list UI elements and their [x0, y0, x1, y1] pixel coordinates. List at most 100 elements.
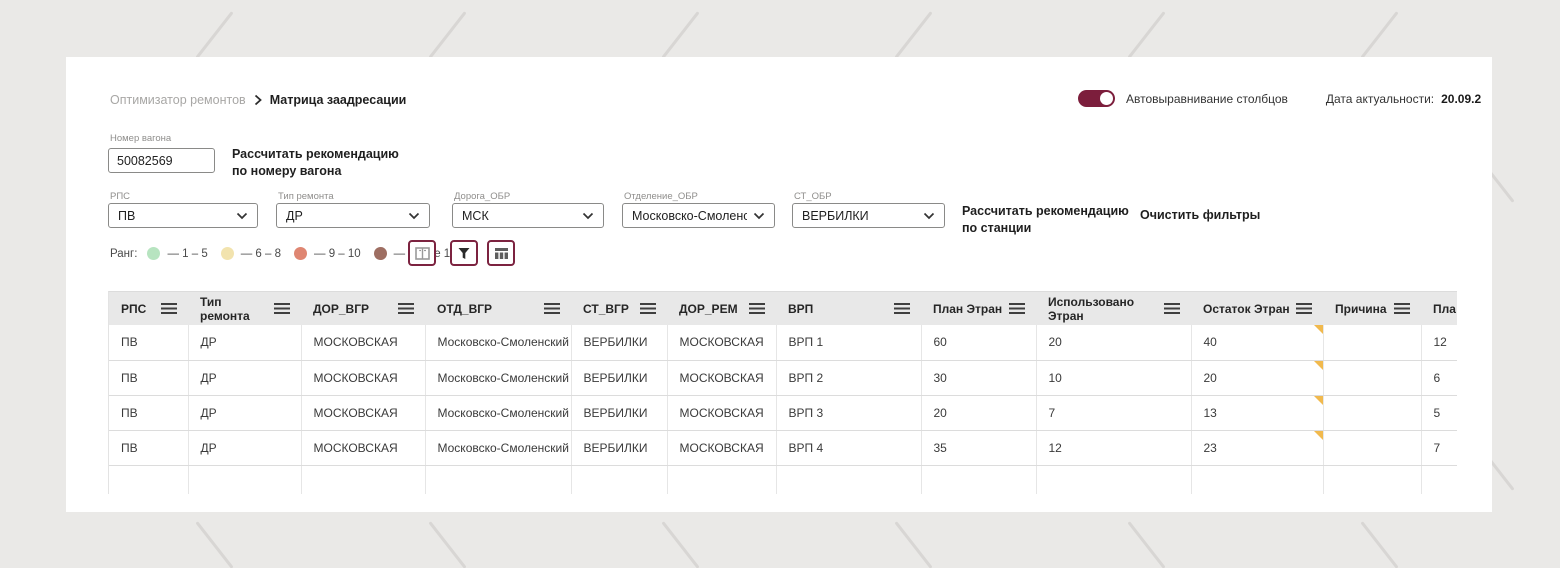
column-label: ВРП: [788, 301, 814, 316]
filter-division-obr-label: Отделение_ОБР: [624, 191, 698, 202]
calc-by-wagon-button[interactable]: Рассчитать рекомендацию по номеру вагона: [232, 146, 399, 180]
cell-repair-type: ДР: [188, 395, 302, 431]
legend-item-label: — 1 – 5: [167, 247, 208, 260]
rps-select[interactable]: ПВ: [108, 203, 258, 228]
calc-by-station-button[interactable]: Рассчитать рекомендацию по станции: [962, 203, 1129, 237]
column-menu-icon[interactable]: [161, 303, 177, 314]
cell-rest-etran: 20: [1191, 360, 1324, 396]
division-obr-select[interactable]: Московско-Смоленский: [622, 203, 775, 228]
cell-dor-rem: МОСКОВСКАЯ: [667, 395, 777, 431]
calc-by-wagon-line2: по номеру вагона: [232, 164, 342, 178]
cell-otd-vgr: Московско-Смоленский: [425, 395, 572, 431]
column-menu-icon[interactable]: [749, 303, 765, 314]
cell-otd-vgr: Московско-Смоленский: [425, 430, 572, 466]
table-row[interactable]: ПВ ДР МОСКОВСКАЯ Московско-Смоленский ВЕ…: [109, 360, 1457, 396]
cell-rps: ПВ: [109, 360, 189, 396]
column-header-rps[interactable]: РПС: [109, 302, 188, 316]
column-header-st-vgr[interactable]: СТ_ВГР: [571, 302, 667, 316]
clear-filters-button[interactable]: Очистить фильтры: [1140, 208, 1261, 222]
column-label: ОТД_ВГР: [437, 301, 493, 316]
topbar-controls: Автовыравнивание столбцов Дата актуально…: [1078, 90, 1481, 107]
column-header-vrp[interactable]: ВРП: [776, 302, 921, 316]
table-empty-row: [109, 465, 1457, 494]
table-row[interactable]: ПВ ДР МОСКОВСКАЯ Московско-Смоленский ВЕ…: [109, 325, 1457, 361]
columns-view-button[interactable]: [408, 240, 436, 266]
table-columns-button[interactable]: [487, 240, 515, 266]
calc-by-wagon-line1: Рассчитать рекомендацию: [232, 147, 399, 161]
column-menu-icon[interactable]: [1009, 303, 1025, 314]
wagon-number-input[interactable]: [108, 148, 215, 173]
column-header-plan-etran[interactable]: План Этран: [921, 302, 1036, 316]
cell-rps: ПВ: [109, 430, 189, 466]
chevron-down-icon: [917, 212, 935, 220]
column-label: Причина: [1335, 301, 1387, 316]
column-header-used-etran[interactable]: Использовано Этран: [1036, 295, 1191, 323]
table-columns-icon: [494, 247, 509, 260]
column-label: СТ_ВГР: [583, 301, 629, 316]
column-menu-icon[interactable]: [640, 303, 656, 314]
cell-reason: [1323, 395, 1422, 431]
column-header-rest-etran[interactable]: Остаток Этран: [1191, 302, 1323, 316]
table-row[interactable]: ПВ ДР МОСКОВСКАЯ Московско-Смоленский ВЕ…: [109, 395, 1457, 431]
data-actuality-label: Дата актуальности:: [1325, 91, 1435, 106]
column-header-repair-type[interactable]: Тип ремонта: [188, 295, 301, 323]
road-obr-select[interactable]: МСК: [452, 203, 604, 228]
breadcrumb: Оптимизатор ремонтов Матрица заадресации: [110, 93, 406, 107]
column-label: План Этран: [933, 301, 1003, 316]
column-menu-icon[interactable]: [398, 303, 414, 314]
column-label: Пла: [1433, 301, 1456, 316]
cell-plan-etran: 60: [921, 325, 1037, 361]
cell-used-etran: 20: [1036, 325, 1192, 361]
cell-pla: 12: [1421, 325, 1457, 361]
filter-st-obr-label: СТ_ОБР: [794, 191, 832, 202]
legend-item-label: — 9 – 10: [314, 247, 361, 260]
cell-used-etran: 10: [1036, 360, 1192, 396]
column-header-reason[interactable]: Причина: [1323, 302, 1421, 316]
cell-used-etran: 12: [1036, 430, 1192, 466]
auto-align-columns-toggle[interactable]: [1078, 90, 1115, 107]
column-label: Использовано Этран: [1048, 294, 1135, 323]
st-obr-select[interactable]: ВЕРБИЛКИ: [792, 203, 945, 228]
column-menu-icon[interactable]: [894, 303, 910, 314]
table-header-row: РПС Тип ремонта ДОР_ВГР ОТД_ВГР СТ_ВГР Д…: [109, 292, 1457, 325]
column-menu-icon[interactable]: [274, 303, 290, 314]
wagon-number-label: Номер вагона: [110, 133, 172, 144]
calc-by-station-line2: по станции: [962, 221, 1032, 235]
breadcrumb-chevron-icon: [254, 94, 262, 106]
cell-dor-rem: МОСКОВСКАЯ: [667, 430, 777, 466]
repair-type-select-value: ДР: [286, 208, 303, 223]
filter-button[interactable]: [450, 240, 478, 266]
rank-salmon-dot-icon: [294, 247, 307, 260]
column-label: РПС: [121, 301, 147, 316]
chevron-down-icon: [747, 212, 765, 220]
cell-rps: ПВ: [109, 395, 189, 431]
rank-green-dot-icon: [147, 247, 161, 260]
column-header-otd-vgr[interactable]: ОТД_ВГР: [425, 302, 571, 316]
cell-st-vgr: ВЕРБИЛКИ: [571, 395, 668, 431]
column-menu-icon[interactable]: [544, 303, 560, 314]
cell-otd-vgr: Московско-Смоленский: [425, 325, 572, 361]
cell-repair-type: ДР: [188, 325, 302, 361]
cell-repair-type: ДР: [188, 360, 302, 396]
repair-type-select[interactable]: ДР: [276, 203, 430, 228]
column-header-pla-truncated[interactable]: Пла: [1421, 302, 1457, 316]
rps-select-value: ПВ: [118, 208, 136, 223]
cell-vrp: ВРП 2: [776, 360, 922, 396]
cell-vrp: ВРП 4: [776, 430, 922, 466]
cell-rest-etran: 23: [1191, 430, 1324, 466]
cell-dor-rem: МОСКОВСКАЯ: [667, 325, 777, 361]
cell-used-etran: 7: [1036, 395, 1192, 431]
column-label: ДОР_РЕМ: [679, 301, 738, 316]
road-obr-select-value: МСК: [462, 208, 489, 223]
breadcrumb-parent[interactable]: Оптимизатор ремонтов: [110, 93, 246, 107]
column-menu-icon[interactable]: [1394, 303, 1410, 314]
cell-reason: [1323, 360, 1422, 396]
cell-rest-etran: 13: [1191, 395, 1324, 431]
column-header-dor-vgr[interactable]: ДОР_ВГР: [301, 302, 425, 316]
filter-repair-type-label: Тип ремонта: [278, 191, 334, 202]
chevron-down-icon: [402, 212, 420, 220]
column-menu-icon[interactable]: [1164, 303, 1180, 314]
table-row[interactable]: ПВ ДР МОСКОВСКАЯ Московско-Смоленский ВЕ…: [109, 430, 1457, 466]
column-menu-icon[interactable]: [1296, 303, 1312, 314]
column-header-dor-rem[interactable]: ДОР_РЕМ: [667, 302, 776, 316]
